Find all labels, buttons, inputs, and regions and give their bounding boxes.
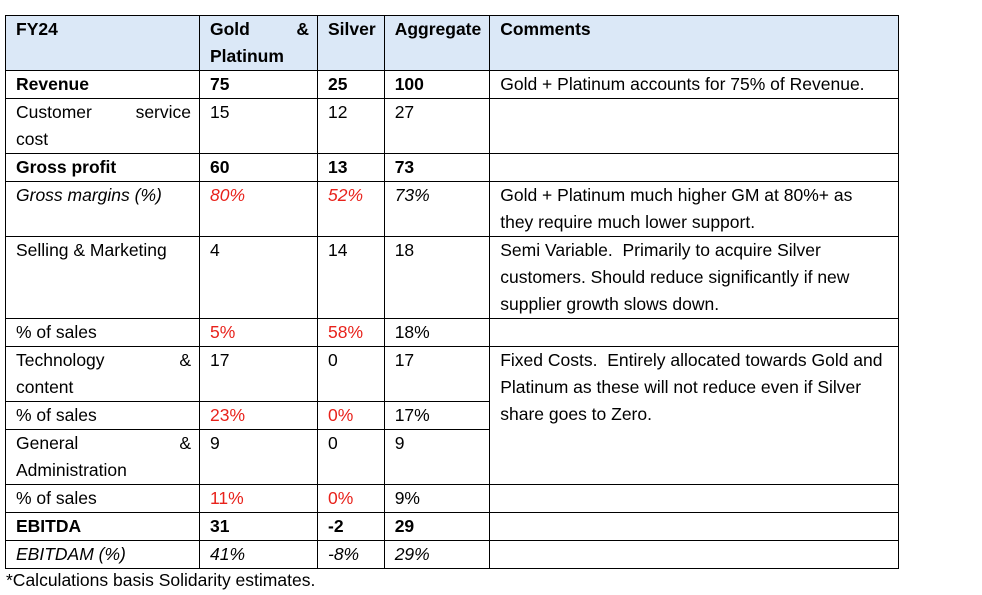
footnote: *Calculations basis Solidarity estimates… (6, 570, 316, 590)
cell-aggregate: 17 (383, 346, 491, 402)
row-gross-profit: Gross profit 60 13 73 (5, 153, 900, 182)
cell-silver: 25 (317, 70, 385, 99)
row-label: Revenue (5, 70, 200, 99)
row-label: Technology & content (5, 346, 200, 402)
row-technology-content: Technology & content 17 0 17 Fixed Costs… (5, 346, 900, 485)
cell-silver: 0% (317, 401, 385, 430)
label-word-general: General (16, 433, 79, 453)
header-platinum-word: Platinum (210, 46, 284, 66)
header-aggregate: Aggregate (383, 15, 491, 71)
cell-silver: 13 (317, 153, 385, 182)
cell-silver: 0% (317, 484, 385, 513)
row-label: EBITDAM (%) (5, 540, 200, 569)
row-general-administration: General & Administration 9 0 9 (5, 429, 899, 485)
cell-comment (489, 484, 900, 513)
cell-aggregate: 9% (383, 484, 491, 513)
label-word-technology: Technology (16, 350, 105, 370)
row-label: Selling & Marketing (5, 236, 200, 319)
header-gold-word: Gold (210, 19, 250, 39)
cell-gold: 23% (199, 401, 318, 430)
cell-comment: Semi Variable. Primarily to acquire Silv… (489, 236, 900, 319)
cell-comment (489, 540, 900, 569)
cell-comment-fixed-costs: Fixed Costs. Entirely allocated towards … (489, 346, 900, 485)
cell-aggregate: 29% (383, 540, 491, 569)
cell-aggregate: 73 (383, 153, 491, 182)
cell-gold: 31 (199, 512, 318, 541)
row-label: Gross profit (5, 153, 200, 182)
cell-aggregate: 18% (383, 318, 491, 347)
header-fy24: FY24 (5, 15, 200, 71)
financial-table: FY24 Gold & Platinum Silver Aggregate Co… (5, 15, 900, 569)
cell-aggregate: 17% (383, 401, 491, 430)
row-tech-pct-sales: % of sales 23% 0% 17% (5, 401, 899, 430)
row-label: General & Administration (5, 429, 200, 485)
label-word-customer: Customer (16, 102, 92, 122)
header-ampersand: & (296, 19, 309, 39)
row-label: Customer service cost (5, 98, 200, 154)
row-label: % of sales (5, 484, 200, 513)
cell-comment (489, 318, 900, 347)
cell-gold: 41% (199, 540, 318, 569)
cell-comment (489, 153, 900, 182)
row-label: % of sales (5, 401, 200, 430)
cell-silver: -8% (317, 540, 385, 569)
cell-aggregate: 100 (383, 70, 491, 99)
cell-silver: 58% (317, 318, 385, 347)
cell-aggregate: 9 (383, 429, 491, 485)
cell-silver: 12 (317, 98, 385, 154)
row-customer-service-cost: Customer service cost 15 12 27 (5, 98, 900, 154)
cell-aggregate: 18 (383, 236, 491, 319)
cell-silver: 52% (317, 181, 385, 237)
row-gross-margins: Gross margins (%) 80% 52% 73% Gold + Pla… (5, 181, 900, 237)
header-silver: Silver (317, 15, 385, 71)
cell-silver: 0 (317, 346, 385, 402)
cell-silver: 0 (317, 429, 385, 485)
cell-aggregate: 73% (383, 181, 491, 237)
row-ebitdam: EBITDAM (%) 41% -8% 29% (5, 540, 900, 569)
cell-silver: -2 (317, 512, 385, 541)
cell-aggregate: 29 (383, 512, 491, 541)
label-word-content: content (16, 377, 74, 397)
label-ampersand: & (179, 433, 191, 453)
cell-gold: 80% (199, 181, 318, 237)
cell-gold: 11% (199, 484, 318, 513)
row-ebitda: EBITDA 31 -2 29 (5, 512, 900, 541)
row-revenue: Revenue 75 25 100 Gold + Platinum accoun… (5, 70, 900, 99)
cell-silver: 14 (317, 236, 385, 319)
cell-comment: Gold + Platinum accounts for 75% of Reve… (489, 70, 900, 99)
row-sm-pct-sales: % of sales 5% 58% 18% (5, 318, 900, 347)
cell-gold: 17 (199, 346, 318, 402)
label-ampersand: & (179, 350, 191, 370)
row-ga-pct-sales: % of sales 11% 0% 9% (5, 484, 900, 513)
cell-comment (489, 98, 900, 154)
cell-aggregate: 27 (383, 98, 491, 154)
cell-gold: 75 (199, 70, 318, 99)
label-word-service: service (135, 102, 191, 122)
cell-gold: 4 (199, 236, 318, 319)
cell-comment (489, 512, 900, 541)
header-comments: Comments (489, 15, 900, 71)
row-label: Gross margins (%) (5, 181, 200, 237)
cell-gold: 15 (199, 98, 318, 154)
label-word-cost: cost (16, 129, 49, 149)
cell-comment: Gold + Platinum much higher GM at 80%+ a… (489, 181, 900, 237)
label-word-administration: Administration (16, 460, 127, 480)
header-row: FY24 Gold & Platinum Silver Aggregate Co… (5, 15, 900, 71)
header-gold-platinum: Gold & Platinum (199, 15, 318, 71)
row-label: % of sales (5, 318, 200, 347)
cell-gold: 60 (199, 153, 318, 182)
row-selling-marketing: Selling & Marketing 4 14 18 Semi Variabl… (5, 236, 900, 319)
cell-gold: 9 (199, 429, 318, 485)
cell-gold: 5% (199, 318, 318, 347)
row-label: EBITDA (5, 512, 200, 541)
